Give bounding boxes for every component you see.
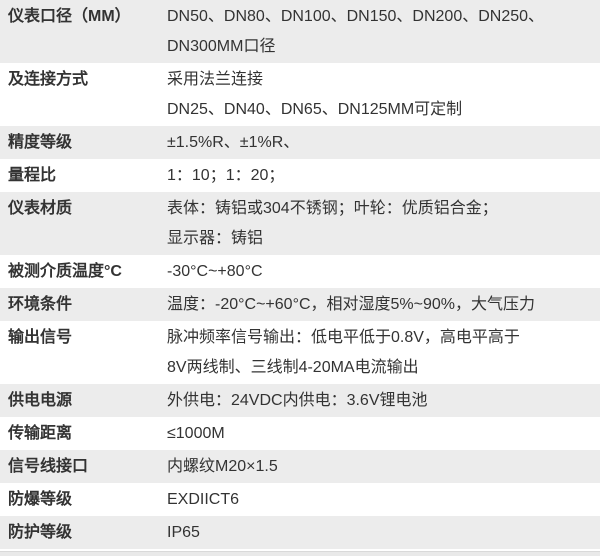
spec-label: 环境条件 xyxy=(8,296,73,313)
spec-label: 精度等级 xyxy=(8,134,73,151)
table-row-power-supply: 供电电源 外供电：24VDC内供电：3.6V锂电池 xyxy=(0,384,600,417)
table-row-environment-conditions: 环境条件 温度：-20°C~+60°C，相对湿度5%~90%，大气压力 xyxy=(0,288,600,321)
table-row-explosion-proof-rating: 防爆等级 EXDIICT6 xyxy=(0,483,600,516)
spec-value: DN50、DN80、DN100、DN150、DN200、DN250、 DN300… xyxy=(167,2,600,62)
spec-value: 表体：铸铝或304不锈钢；叶轮：优质铝合金； 显示器：铸铝 xyxy=(167,194,600,254)
spec-label: 仪表材质 xyxy=(8,200,73,217)
spec-value: 采用法兰连接 DN25、DN40、DN65、DN125MM可定制 xyxy=(167,65,600,125)
spec-value-line: ±1.5%R、±1%R、 xyxy=(167,134,300,151)
spec-value-line: IP65 xyxy=(167,524,200,541)
spec-value: 内螺纹M20×1.5 xyxy=(167,452,600,482)
table-row-meter-diameter: 仪表口径（MM） DN50、DN80、DN100、DN150、DN200、DN2… xyxy=(0,0,600,63)
spec-value: ±1.5%R、±1%R、 xyxy=(167,128,600,158)
table-row-output-signal: 输出信号 脉冲频率信号输出：低电平低于0.8V，高电平高于 8V两线制、三线制4… xyxy=(0,321,600,384)
spec-value: 外供电：24VDC内供电：3.6V锂电池 xyxy=(167,386,600,416)
spec-value-line: 外供电：24VDC内供电：3.6V锂电池 xyxy=(167,392,428,409)
spec-label: 传输距离 xyxy=(8,425,73,442)
table-row-accuracy-class: 精度等级 ±1.5%R、±1%R、 xyxy=(0,126,600,159)
spec-value-line: EXDIICT6 xyxy=(167,491,240,508)
spec-value-line: 温度：-20°C~+60°C，相对湿度5%~90%，大气压力 xyxy=(167,296,536,313)
spec-label: 及连接方式 xyxy=(8,71,89,88)
spec-value-line: DN50、DN80、DN100、DN150、DN200、DN250、 xyxy=(167,8,545,25)
spec-value-line: DN300MM口径 xyxy=(167,38,276,55)
spec-value: IP65 xyxy=(167,518,600,548)
spec-label: 防爆等级 xyxy=(8,491,73,508)
table-row-turndown-ratio: 量程比 1：10；1：20； xyxy=(0,159,600,192)
spec-value: EXDIICT6 xyxy=(167,485,600,515)
spec-label: 输出信号 xyxy=(8,329,73,346)
spec-label: 仪表口径（MM） xyxy=(8,8,131,25)
spec-value-line: ≤1000M xyxy=(167,425,225,442)
spec-value-line: 表体：铸铝或304不锈钢；叶轮：优质铝合金； xyxy=(167,200,498,217)
table-row-signal-cable-interface: 信号线接口 内螺纹M20×1.5 xyxy=(0,450,600,483)
spec-value: -30°C~+80°C xyxy=(167,257,600,287)
table-row-protection-rating: 防护等级 IP65 xyxy=(0,516,600,549)
spec-label: 供电电源 xyxy=(8,392,73,409)
spec-value: ≤1000M xyxy=(167,419,600,449)
table-row-connection-type: 及连接方式 采用法兰连接 DN25、DN40、DN65、DN125MM可定制 xyxy=(0,63,600,126)
spec-value: 脉冲频率信号输出：低电平低于0.8V，高电平高于 8V两线制、三线制4-20MA… xyxy=(167,323,600,383)
spec-value-line: 1：10；1：20； xyxy=(167,167,285,184)
table-row-meter-material: 仪表材质 表体：铸铝或304不锈钢；叶轮：优质铝合金； 显示器：铸铝 xyxy=(0,192,600,255)
spec-value-line: 8V两线制、三线制4-20MA电流输出 xyxy=(167,359,419,376)
table-row-transmission-distance: 传输距离 ≤1000M xyxy=(0,417,600,450)
table-row-medium-temperature: 被测介质温度°C -30°C~+80°C xyxy=(0,255,600,288)
horizontal-scrollbar-track[interactable] xyxy=(0,551,600,556)
spec-label: 被测介质温度°C xyxy=(8,263,122,280)
spec-value-line: 显示器：铸铝 xyxy=(167,230,264,247)
spec-value-line: 采用法兰连接 xyxy=(167,71,264,88)
spec-label: 信号线接口 xyxy=(8,458,89,475)
spec-value-line: -30°C~+80°C xyxy=(167,263,263,280)
spec-value: 温度：-20°C~+60°C，相对湿度5%~90%，大气压力 xyxy=(167,290,600,320)
spec-value: 1：10；1：20； xyxy=(167,161,600,191)
spec-value-line: DN25、DN40、DN65、DN125MM可定制 xyxy=(167,101,463,118)
spec-value-line: 内螺纹M20×1.5 xyxy=(167,458,278,475)
spec-value-line: 脉冲频率信号输出：低电平低于0.8V，高电平高于 xyxy=(167,329,520,346)
spec-label: 量程比 xyxy=(8,167,57,184)
spec-label: 防护等级 xyxy=(8,524,73,541)
